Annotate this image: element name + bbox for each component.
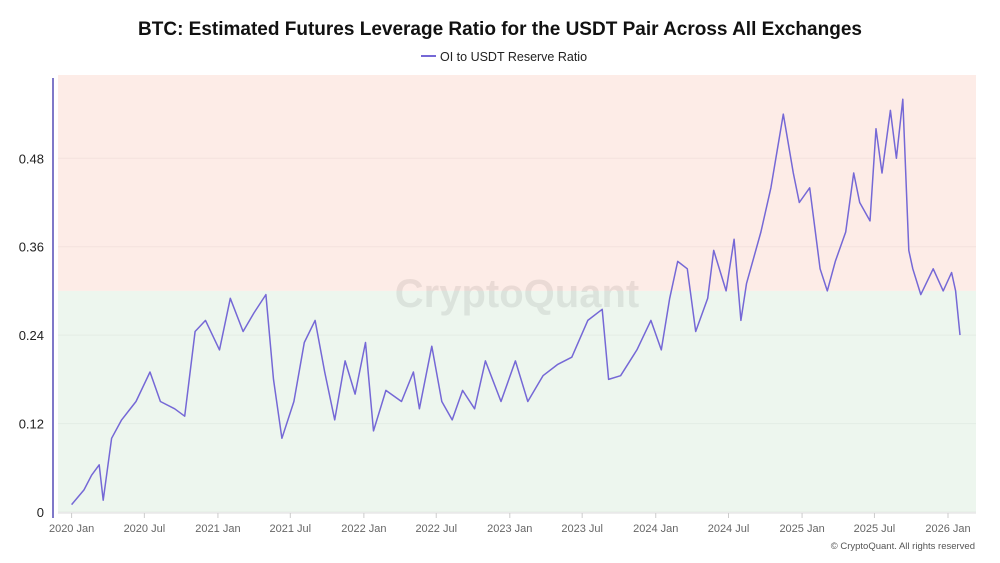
- legend-label: OI to USDT Reserve Ratio: [440, 50, 587, 64]
- watermark: CryptoQuant: [395, 272, 639, 316]
- y-tick-label: 0: [37, 505, 44, 520]
- x-tick-label: 2022 Jan: [341, 523, 386, 535]
- y-tick-label: 0.48: [19, 151, 44, 166]
- chart-title: BTC: Estimated Futures Leverage Ratio fo…: [138, 19, 862, 40]
- y-tick-label: 0.36: [19, 240, 44, 255]
- zones: [58, 75, 976, 512]
- y-axis: 0 0.12 0.24 0.36 0.48: [19, 151, 44, 520]
- y-tick-label: 0.12: [19, 417, 44, 432]
- x-tick-label: 2022 Jul: [415, 523, 457, 535]
- x-tick-label: 2020 Jan: [49, 523, 94, 535]
- x-tick-label: 2021 Jul: [270, 523, 312, 535]
- zone-0: [58, 75, 976, 291]
- y-tick-label: 0.24: [19, 328, 44, 343]
- legend[interactable]: OI to USDT Reserve Ratio: [421, 50, 587, 64]
- zone-1: [58, 290, 976, 512]
- copyright: © CryptoQuant. All rights reserved: [831, 541, 975, 552]
- series-line-oi-to-usdt-reserve-ratio: [71, 98, 961, 506]
- x-tick-label: 2024 Jul: [708, 523, 750, 535]
- x-tick-label: 2025 Jan: [779, 523, 824, 535]
- x-axis: 2020 Jan 2020 Jul 2021 Jan 2021 Jul 2022 Jan…: [49, 513, 971, 535]
- x-tick-label: 2025 Jul: [854, 523, 896, 535]
- x-tick-label: 2026 Jan: [925, 523, 970, 535]
- x-tick-label: 2023 Jul: [561, 523, 603, 535]
- x-tick-label: 2021 Jan: [195, 523, 240, 535]
- x-tick-label: 2023 Jan: [487, 523, 532, 535]
- x-tick-label: 2020 Jul: [124, 523, 166, 535]
- grid: [58, 157, 976, 514]
- x-tick-label: 2024 Jan: [633, 523, 678, 535]
